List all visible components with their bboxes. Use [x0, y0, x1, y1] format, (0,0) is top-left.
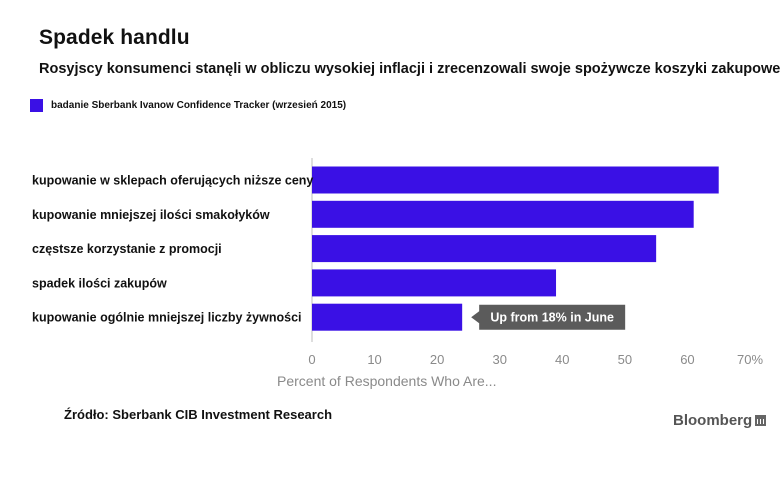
- category-label: częstsze korzystanie z promocji: [32, 242, 222, 256]
- chart-title: Spadek handlu: [39, 26, 190, 49]
- bar: [312, 269, 557, 297]
- legend-swatch: [30, 99, 43, 112]
- legend: badanie Sberbank Ivanow Confidence Track…: [30, 99, 346, 112]
- brand-logo: Bloomberg: [673, 412, 767, 429]
- legend-label: badanie Sberbank Ivanow Confidence Track…: [51, 100, 347, 111]
- bar: [312, 235, 657, 263]
- annotation-callout: [471, 304, 626, 330]
- x-tick-label: 10: [367, 352, 381, 367]
- x-tick-label: 50: [618, 352, 632, 367]
- x-tick-label: 70%: [737, 352, 763, 367]
- chart-subtitle: Rosyjscy konsumenci stanęli w obliczu wy…: [39, 61, 781, 77]
- x-tick-label: 0: [308, 352, 315, 367]
- source-note: Źródło: Sberbank CIB Investment Research: [64, 407, 333, 422]
- bar: [312, 166, 719, 194]
- x-tick-label: 40: [555, 352, 569, 367]
- x-axis-title: Percent of Respondents Who Are...: [277, 373, 497, 389]
- category-label: spadek ilości zakupów: [32, 276, 167, 290]
- category-label: kupowanie ogólnie mniejszej liczby żywno…: [32, 311, 302, 325]
- chart-icon: [755, 415, 767, 426]
- category-label: kupowanie mniejszej ilości smakołyków: [32, 208, 270, 222]
- bar: [312, 303, 463, 331]
- x-tick-label: 20: [430, 352, 444, 367]
- x-tick-label: 60: [680, 352, 694, 367]
- brand-name: Bloomberg: [673, 412, 753, 429]
- annotation-label: Up from 18% in June: [490, 311, 614, 325]
- x-tick-label: 30: [492, 352, 506, 367]
- category-label: kupowanie w sklepach oferujących niższe …: [32, 174, 313, 188]
- bar: [312, 200, 694, 228]
